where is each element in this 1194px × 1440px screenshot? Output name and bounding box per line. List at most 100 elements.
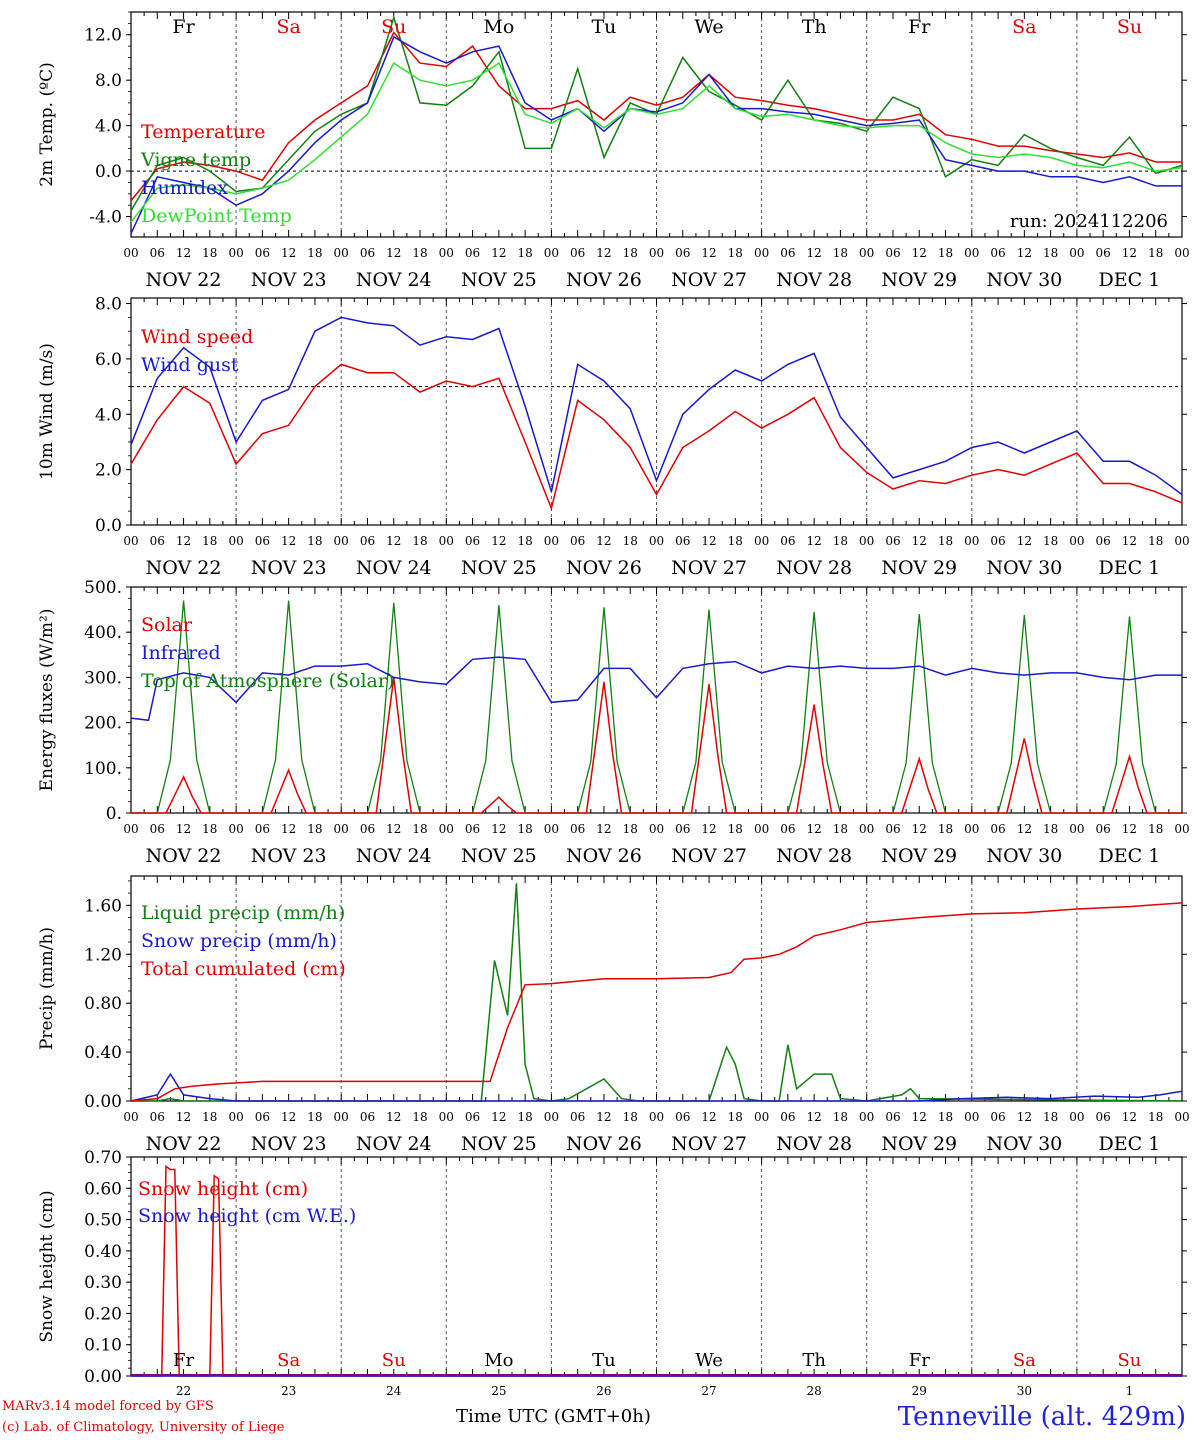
hour-tick-label: 06 <box>360 534 375 548</box>
day-label: Mo <box>483 16 514 38</box>
hour-tick-label: 06 <box>465 246 480 260</box>
hour-tick-label: 12 <box>386 822 401 836</box>
day-label: We <box>694 16 723 38</box>
panel-4: 0.00 0.40 0.80 1.20 1.60 Precip (mm/h) Liquid … <box>37 875 1190 1155</box>
day-number-label: 1 <box>1126 1384 1134 1398</box>
y-tick-label: 0.40 <box>84 1242 122 1262</box>
hour-tick-label: 12 <box>912 246 927 260</box>
hour-tick-label: 00 <box>1069 1110 1084 1124</box>
series-total-cumulated-cm- <box>130 902 1183 1102</box>
y-tick-label: 300. <box>84 668 122 688</box>
hour-tick-label: 00 <box>754 1110 769 1124</box>
hour-tick-label: 12 <box>491 822 506 836</box>
hour-tick-label: 00 <box>228 534 243 548</box>
hour-tick-label: 18 <box>1148 1110 1163 1124</box>
hour-tick-label: 00 <box>1174 1110 1189 1124</box>
hour-tick-label: 00 <box>439 822 454 836</box>
hour-tick-label: 06 <box>360 246 375 260</box>
hour-tick-label: 12 <box>491 1110 506 1124</box>
y-tick-label: 4.0 <box>95 117 122 137</box>
hour-tick-label: 12 <box>1122 534 1137 548</box>
day-label: Sa <box>277 1350 300 1371</box>
hour-tick-label: 06 <box>1096 1110 1111 1124</box>
hour-tick-label: 12 <box>912 1110 927 1124</box>
hour-tick-label: 00 <box>334 822 349 836</box>
y-tick-label: 0. <box>106 804 122 824</box>
hour-tick-label: 12 <box>1122 1110 1137 1124</box>
hour-tick-label: 06 <box>150 534 165 548</box>
hour-tick-label: 12 <box>176 822 191 836</box>
date-label: DEC 1 <box>1099 557 1161 579</box>
hour-tick-label: 12 <box>386 1110 401 1124</box>
series-humidex <box>130 35 1182 234</box>
hour-tick-label: 00 <box>334 534 349 548</box>
hour-tick-label: 06 <box>990 822 1005 836</box>
day-label: Sa <box>1013 1350 1036 1371</box>
date-label: NOV 26 <box>566 557 642 579</box>
day-label: We <box>695 1350 723 1371</box>
run-label: run: 2024112206 <box>1010 211 1168 232</box>
hour-tick-label: 12 <box>1122 822 1137 836</box>
date-label: NOV 24 <box>356 845 432 867</box>
hour-tick-label: 06 <box>150 822 165 836</box>
date-label: NOV 27 <box>671 269 747 291</box>
legend-entry: Snow height (cm) <box>138 1178 308 1200</box>
hour-tick-label: 00 <box>859 1110 874 1124</box>
date-label: NOV 29 <box>881 845 957 867</box>
panel-3: 0. 100. 200. 300. 400. 500. Energy fluxes (W/m… <box>37 578 1190 867</box>
hour-tick-label: 00 <box>1069 246 1084 260</box>
hour-tick-label: 12 <box>386 246 401 260</box>
hour-tick-label: 06 <box>570 246 585 260</box>
hour-tick-label: 06 <box>990 534 1005 548</box>
date-label: NOV 29 <box>881 1133 957 1155</box>
hour-tick-label: 00 <box>964 534 979 548</box>
hour-tick-label: 18 <box>517 1110 532 1124</box>
hour-tick-label: 00 <box>649 1110 664 1124</box>
hour-tick-label: 00 <box>123 1110 138 1124</box>
hour-tick-label: 12 <box>912 822 927 836</box>
hour-tick-label: 12 <box>596 534 611 548</box>
y-tick-label: 2.0 <box>95 461 122 481</box>
hour-tick-label: 06 <box>885 534 900 548</box>
meteogram-svg: -4.00.04.08.012.02m Temp. (ºC) Temperatur… <box>37 11 1190 1398</box>
hour-tick-label: 06 <box>465 534 480 548</box>
legend-entry: Humidex <box>141 177 228 199</box>
date-label: DEC 1 <box>1099 1133 1161 1155</box>
hour-tick-label: 00 <box>1069 534 1084 548</box>
series-wind-gust <box>130 316 1183 496</box>
x-axis-label: Time UTC (GMT+0h) <box>456 1406 651 1427</box>
hour-tick-label: 00 <box>228 246 243 260</box>
lab-credit: (c) Lab. of Climatology, University of L… <box>2 1420 285 1435</box>
hour-tick-label: 00 <box>754 246 769 260</box>
hour-tick-label: 18 <box>728 246 743 260</box>
hour-tick-label: 12 <box>176 534 191 548</box>
hour-tick-label: 18 <box>307 1110 322 1124</box>
hour-tick-label: 00 <box>123 534 138 548</box>
hour-tick-label: 12 <box>281 246 296 260</box>
hour-tick-label: 00 <box>228 1110 243 1124</box>
hour-tick-label: 18 <box>1043 246 1058 260</box>
hour-tick-label: 12 <box>281 1110 296 1124</box>
day-label: Su <box>381 16 406 38</box>
hour-tick-label: 00 <box>123 246 138 260</box>
day-label: Su <box>1117 1350 1141 1371</box>
day-label: Fr <box>173 1350 194 1371</box>
legend-entry: DewPoint Temp <box>141 205 292 227</box>
day-number-label: 30 <box>1017 1384 1032 1398</box>
date-label: NOV 28 <box>776 557 852 579</box>
hour-tick-label: 18 <box>202 1110 217 1124</box>
location-label: Tenneville (alt. 429m) <box>897 1402 1186 1432</box>
hour-tick-label: 12 <box>596 822 611 836</box>
hour-tick-label: 06 <box>360 1110 375 1124</box>
hour-tick-label: 00 <box>649 534 664 548</box>
hour-tick-label: 00 <box>859 534 874 548</box>
legend-entry: Infrared <box>141 642 221 664</box>
hour-tick-label: 18 <box>938 534 953 548</box>
hour-tick-label: 00 <box>439 534 454 548</box>
hour-tick-label: 00 <box>334 1110 349 1124</box>
series-dewpoint-temp <box>130 62 1183 223</box>
legend-entry: Temperature <box>141 121 265 143</box>
y-tick-label: 0.80 <box>84 994 122 1014</box>
hour-tick-label: 00 <box>964 1110 979 1124</box>
panel-2: 0.0 2.0 4.0 6.0 8.0 10m Wind (m/s) Wind speed W… <box>37 295 1190 579</box>
